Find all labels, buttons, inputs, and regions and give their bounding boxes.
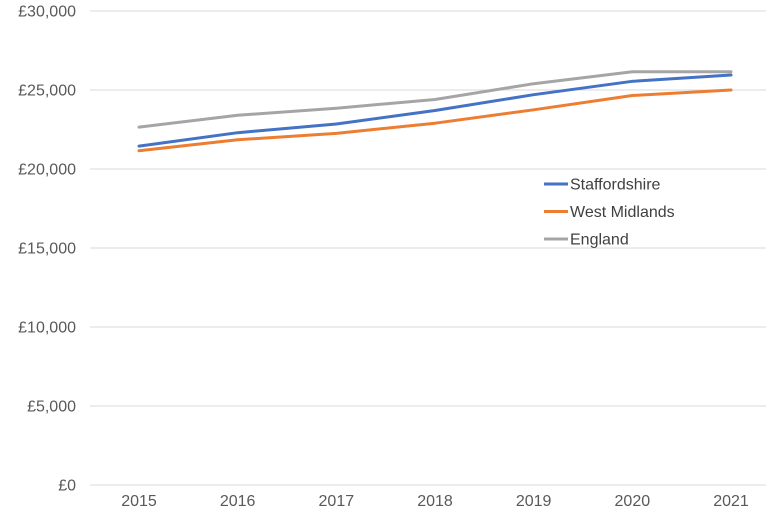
y-axis-labels: £0 £5,000 £10,000 £15,000 £20,000 £25,000 £30,…: [18, 4, 76, 495]
y-axis-tick-label: £30,000: [18, 4, 76, 21]
y-axis-tick-label: £20,000: [18, 162, 76, 179]
x-axis-tick-label: 2019: [516, 493, 552, 510]
legend-label: West Midlands: [570, 204, 675, 221]
x-axis-tick-label: 2017: [319, 493, 355, 510]
series-line-staffordshire: [137, 73, 733, 148]
series-line-england: [137, 70, 733, 129]
series-lines: [137, 70, 733, 153]
y-axis-tick-label: £0: [58, 478, 76, 495]
x-axis-tick-label: 2021: [713, 493, 749, 510]
y-axis-tick-label: £25,000: [18, 83, 76, 100]
chart-legend: Staffordshire West Midlands England: [544, 177, 675, 249]
x-axis-tick-label: 2016: [220, 493, 256, 510]
gridlines: [90, 10, 766, 486]
legend-label: England: [570, 232, 629, 249]
x-axis-labels: 2015 2016 2017 2018 2019 2020 2021: [121, 493, 749, 510]
y-axis-tick-label: £5,000: [27, 399, 76, 416]
legend-label: Staffordshire: [570, 177, 661, 194]
x-axis-tick-label: 2020: [615, 493, 651, 510]
series-line-west-midlands: [137, 88, 733, 153]
x-axis-tick-label: 2015: [121, 493, 157, 510]
y-axis-tick-label: £10,000: [18, 320, 76, 337]
y-axis-tick-label: £15,000: [18, 241, 76, 258]
x-axis-tick-label: 2018: [417, 493, 453, 510]
